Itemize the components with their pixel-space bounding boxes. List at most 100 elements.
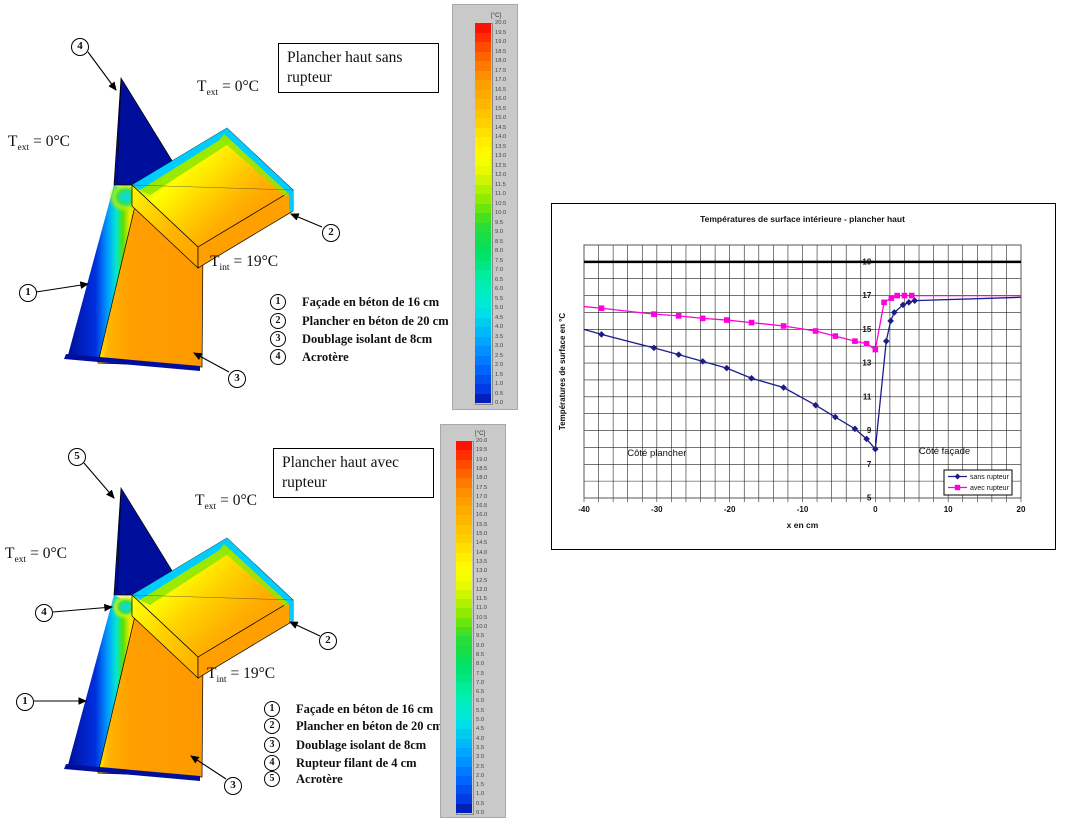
scale-tick-label: 2.5	[476, 763, 485, 770]
marker-square	[888, 295, 895, 301]
y-tick-label: 7	[867, 460, 872, 469]
scale-band	[475, 213, 491, 223]
scale-band	[475, 241, 491, 252]
scale-band	[456, 487, 472, 498]
scale-tick-label: 15.0	[476, 531, 488, 537]
marker-square	[894, 292, 900, 299]
roof-cold-edge-right-inner	[220, 544, 289, 607]
scale-tick-label: 2.5	[495, 352, 504, 359]
scale-tick-label: 12.5	[495, 162, 507, 169]
scale-band	[475, 23, 491, 33]
y-axis-title: Températures de surface en °C	[558, 313, 567, 431]
scale-band	[456, 468, 472, 479]
marker-diamond	[598, 331, 605, 338]
scale-tick-label: 9.5	[495, 219, 504, 226]
x-tick-label: 0	[873, 505, 878, 514]
marker-diamond	[905, 299, 913, 306]
surface-temperature-chart: 19 17 15 13 11 9 7 5 -40 -30 -20 -10 0 10 20 Températur…	[551, 203, 1056, 550]
scale-tick-label: 3.0	[476, 754, 485, 761]
marker-square	[723, 317, 730, 323]
callout-3: 3	[228, 370, 246, 388]
legend-label: Façade en béton de 16 cm	[296, 701, 434, 716]
legend-number-badge: 2	[270, 313, 286, 330]
scale-tick-label: 5.5	[495, 295, 504, 302]
scale-band	[456, 571, 472, 581]
annotation: Côté plancher	[627, 448, 686, 459]
roof-cold-edge-inner	[140, 133, 236, 195]
scale-tick-label: 1.0	[476, 791, 485, 798]
scale-tick-label: 4.0	[495, 324, 504, 330]
marker-diamond	[882, 337, 890, 345]
scale-band	[456, 627, 472, 637]
y-tick-label: 9	[867, 426, 872, 435]
scale-tick-label: 16.5	[495, 86, 507, 93]
scale-tick-label: 13.5	[495, 143, 507, 150]
scale-band	[475, 61, 491, 71]
t-int-label: Tint = 19°C	[207, 665, 276, 686]
figure-sans-rupteur: Plancher haut sans rupteur Text = 0°C Te…	[0, 0, 530, 420]
t-ext-left-label: Text = 0°C	[5, 545, 67, 566]
scale-tick-label: 7.0	[476, 679, 485, 686]
scale-band	[456, 561, 472, 572]
scale-tick-label: 17.0	[476, 493, 488, 500]
chart-legend-box	[943, 469, 1013, 496]
chart-canvas: 19 17 15 13 11 9 7 5 -40 -30 -20 -10 0 10 20 Températur…	[558, 214, 1026, 530]
scale-band	[475, 70, 491, 81]
t-ext-left-label: Text = 0°C	[8, 133, 70, 154]
callout-4: 4	[35, 604, 53, 622]
marker-square	[852, 338, 858, 344]
thermal-figure-sans-rupteur	[35, 51, 323, 373]
scale-tick-label: 15.5	[495, 105, 507, 112]
scale-tick-label: 18.5	[476, 465, 488, 472]
legend-marker-diamond	[954, 473, 961, 480]
scale-band	[475, 165, 491, 176]
scale-tick-label: 11.0	[495, 191, 506, 197]
scale-tick-label: 7.5	[495, 257, 504, 264]
scale-band	[475, 203, 491, 214]
marker-square	[908, 292, 915, 299]
figure-legend-item: 4 Rupteur filant de 4 cm	[264, 754, 417, 772]
scale-tick-label: 11.5	[476, 596, 487, 603]
scale-band	[456, 608, 472, 619]
scale-band	[456, 729, 472, 739]
callout-2: 2	[319, 632, 337, 650]
plot-border	[583, 244, 1022, 499]
legend-number-badge: 4	[270, 349, 286, 366]
scale-tick-label: 7.0	[495, 267, 504, 273]
scale-band	[475, 251, 491, 261]
scale-tick-label: 0.0	[495, 400, 504, 406]
scale-tick-label: 4.5	[476, 726, 485, 733]
scale-tick-label: 12.0	[495, 172, 507, 178]
scale-tick-label: 8.0	[476, 661, 485, 668]
roof-cold-edge-right-inner	[220, 134, 289, 197]
y-tick-label: 11	[863, 392, 872, 401]
scale-band	[456, 543, 472, 553]
figure-legend-item: 2 Plancher en béton de 20 cm	[264, 717, 443, 735]
arrow-to-acrotere	[83, 462, 115, 499]
scale-tick-label: 6.5	[476, 689, 485, 696]
scale-band	[456, 552, 472, 563]
scale-tick-label: 8.5	[476, 651, 485, 658]
scale-tick-label: 1.0	[495, 381, 504, 387]
scale-band	[456, 496, 472, 507]
t-ext-top-label: Text = 0°C	[197, 78, 259, 99]
scale-band	[475, 289, 491, 299]
scale-band	[475, 51, 491, 62]
y-tick-label: 13	[862, 359, 871, 368]
roof-cold-edge	[132, 538, 231, 600]
annotation: Côté façade	[919, 446, 970, 457]
y-tick-label: 5	[867, 494, 872, 503]
marker-diamond	[863, 435, 870, 443]
figure-title: Plancher haut avec rupteur	[282, 454, 400, 492]
marker-diamond	[872, 445, 879, 453]
callout-1: 1	[19, 284, 37, 302]
scale-band	[475, 184, 491, 195]
legend-number-badge: 4	[264, 755, 280, 772]
scale-band	[456, 515, 472, 526]
scale-tick-label: 19.5	[495, 29, 507, 36]
scale-band	[475, 327, 491, 337]
arrow-to-facade	[35, 281, 90, 293]
t-int-label: Tint = 19°C	[210, 253, 279, 274]
scale-tick-label: 6.0	[476, 698, 485, 705]
legend-number-badge: 3	[270, 331, 286, 348]
